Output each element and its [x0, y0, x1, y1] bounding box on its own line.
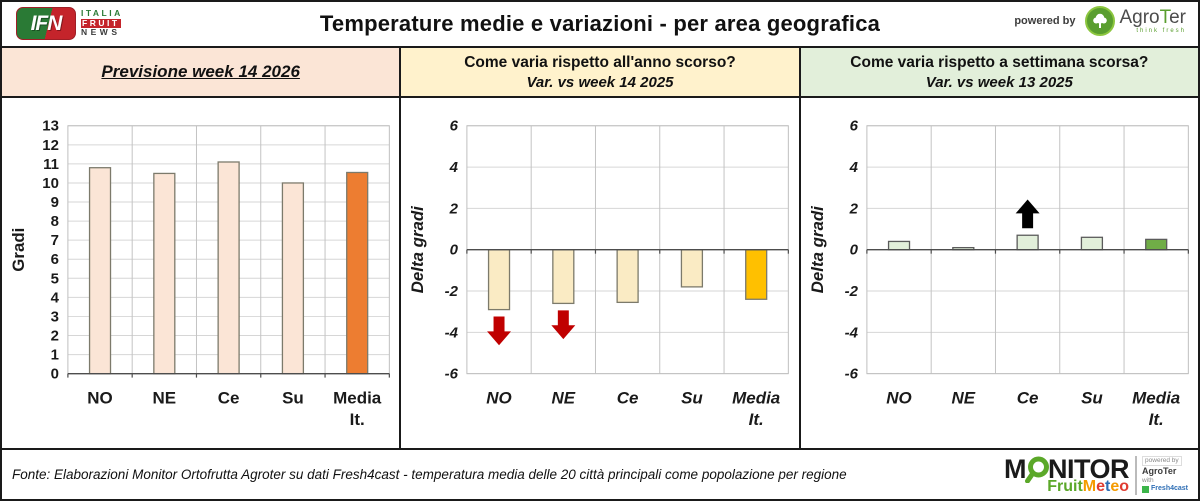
svg-text:-4: -4	[844, 324, 858, 341]
panels-row: Previsione week 14 2026 0 1 2 3 4 5 6 7 8 9 10 11 12…	[2, 46, 1198, 450]
svg-text:Delta gradi: Delta gradi	[808, 206, 827, 293]
footer: Fonte: Elaborazioni Monitor Ortofrutta A…	[2, 450, 1198, 499]
monitor-powered-by: powered by AgroTer with Fresh4cast	[1135, 455, 1188, 495]
svg-text:4: 4	[51, 289, 60, 306]
ifn-wordmark: ITALIA FRUIT NEWS	[81, 9, 123, 38]
ifn-word-italia: ITALIA	[81, 8, 123, 19]
svg-text:6: 6	[51, 251, 59, 268]
page-title: Temperature medie e variazioni - per are…	[319, 11, 881, 36]
svg-text:Ce: Ce	[1016, 388, 1038, 407]
svg-text:It.: It.	[749, 410, 764, 429]
chart-var-vs-week13-2025: -6 -4 -2 0 2 4 6 NO NE Ce Su Media It. Delta gradi	[801, 98, 1198, 448]
fruitmeteo-wordmark: FruitMeteo	[1047, 478, 1130, 495]
agroter-tagline: think fresh	[1136, 28, 1186, 34]
panel-var-settimana-scorsa: Come varia rispetto a settimana scorsa? …	[800, 48, 1198, 448]
svg-text:NO: NO	[87, 388, 112, 407]
chart-previsione-week14: 0 1 2 3 4 5 6 7 8 9 10 11 12 13 NO NE Ce Su Media It. Gradi	[2, 98, 399, 448]
agroter-wordmark: AgroTer think fresh	[1119, 7, 1186, 34]
panel-header-var-settimana: Come varia rispetto a settimana scorsa? …	[800, 48, 1198, 98]
svg-text:3: 3	[51, 308, 59, 325]
monitor-fruitmeteo-logo: M NITOR FruitMeteo powered by AgroTer	[1004, 456, 1188, 495]
agroter-logo: AgroTer think fresh	[1085, 6, 1186, 36]
svg-text:-6: -6	[445, 366, 459, 383]
svg-text:9: 9	[51, 194, 59, 211]
svg-text:5: 5	[51, 270, 59, 287]
svg-text:11: 11	[43, 156, 59, 173]
ifn-logo-mark: IFN	[16, 7, 76, 40]
panel-title-var-settimana: Come varia rispetto a settimana scorsa?	[850, 53, 1149, 71]
svg-text:12: 12	[42, 137, 59, 154]
svg-text:Media: Media	[333, 388, 382, 407]
svg-text:1: 1	[51, 347, 59, 364]
panel-title-previsione: Previsione week 14 2026	[101, 62, 300, 81]
svg-text:Su: Su	[1081, 388, 1103, 407]
ifn-word-news: NEWS	[81, 27, 121, 38]
svg-text:It.: It.	[1148, 410, 1163, 429]
ifn-abbr: IFN	[30, 11, 63, 35]
svg-text:0: 0	[849, 242, 858, 259]
svg-text:NE: NE	[951, 388, 975, 407]
svg-text:7: 7	[51, 232, 59, 249]
svg-text:6: 6	[450, 118, 459, 135]
svg-text:2: 2	[848, 200, 858, 217]
svg-text:8: 8	[51, 213, 59, 230]
svg-text:2: 2	[449, 200, 459, 217]
svg-text:NO: NO	[487, 388, 512, 407]
svg-text:NE: NE	[153, 388, 177, 407]
monitor-wordmark: M NITOR FruitMeteo	[1004, 454, 1130, 495]
panel-header-previsione: Previsione week 14 2026	[2, 48, 400, 98]
svg-text:2: 2	[51, 328, 59, 345]
svg-text:Ce: Ce	[218, 388, 240, 407]
svg-text:Gradi: Gradi	[9, 228, 28, 272]
svg-text:4: 4	[449, 159, 459, 176]
svg-text:10: 10	[42, 175, 59, 192]
magnifier-icon	[1025, 456, 1050, 483]
svg-text:Media: Media	[732, 388, 780, 407]
panel-previsione: Previsione week 14 2026 0 1 2 3 4 5 6 7 8 9 10 11 12…	[2, 48, 402, 448]
svg-text:-6: -6	[844, 366, 858, 383]
svg-text:6: 6	[849, 118, 858, 135]
svg-text:-2: -2	[445, 283, 459, 300]
fresh4cast-icon	[1142, 486, 1150, 494]
svg-text:Su: Su	[282, 388, 304, 407]
panel-header-var-anno: Come varia rispetto all'anno scorso? Var…	[401, 48, 799, 98]
svg-text:Ce: Ce	[617, 388, 639, 407]
svg-text:NE: NE	[552, 388, 576, 407]
svg-text:Delta gradi: Delta gradi	[408, 206, 427, 293]
svg-text:Media: Media	[1132, 388, 1180, 407]
panel-var-anno-scorso: Come varia rispetto all'anno scorso? Var…	[401, 48, 801, 448]
powered-by-block: powered by AgroTer think fresh	[1014, 6, 1186, 36]
agroter-tree-icon	[1085, 6, 1116, 36]
svg-text:0: 0	[51, 366, 59, 383]
svg-text:NO: NO	[886, 388, 911, 407]
ifn-logo: IFN ITALIA FRUIT NEWS	[16, 7, 123, 40]
meteo-letters: Meteo	[1082, 478, 1130, 495]
svg-text:-4: -4	[445, 324, 459, 341]
chart-var-vs-week14-2025: -6 -4 -2 0 2 4 6 NO NE Ce Su Media It. Delta gradi	[401, 98, 798, 448]
svg-text:0: 0	[450, 242, 459, 259]
panel-subtitle-var-settimana: Var. vs week 13 2025	[925, 73, 1073, 91]
svg-text:Su: Su	[681, 388, 703, 407]
ifn-word-fruit: FRUIT	[81, 17, 121, 29]
svg-text:It.: It.	[350, 410, 365, 429]
svg-text:13: 13	[42, 118, 59, 135]
svg-text:4: 4	[848, 159, 858, 176]
powered-by-label: powered by	[1014, 15, 1076, 27]
source-note: Fonte: Elaborazioni Monitor Ortofrutta A…	[12, 467, 847, 482]
panel-subtitle-var-anno: Var. vs week 14 2025	[526, 73, 674, 91]
top-header: IFN ITALIA FRUIT NEWS Temperature medie …	[2, 2, 1198, 46]
svg-text:-2: -2	[844, 283, 858, 300]
panel-title-var-anno: Come varia rispetto all'anno scorso?	[464, 53, 736, 71]
